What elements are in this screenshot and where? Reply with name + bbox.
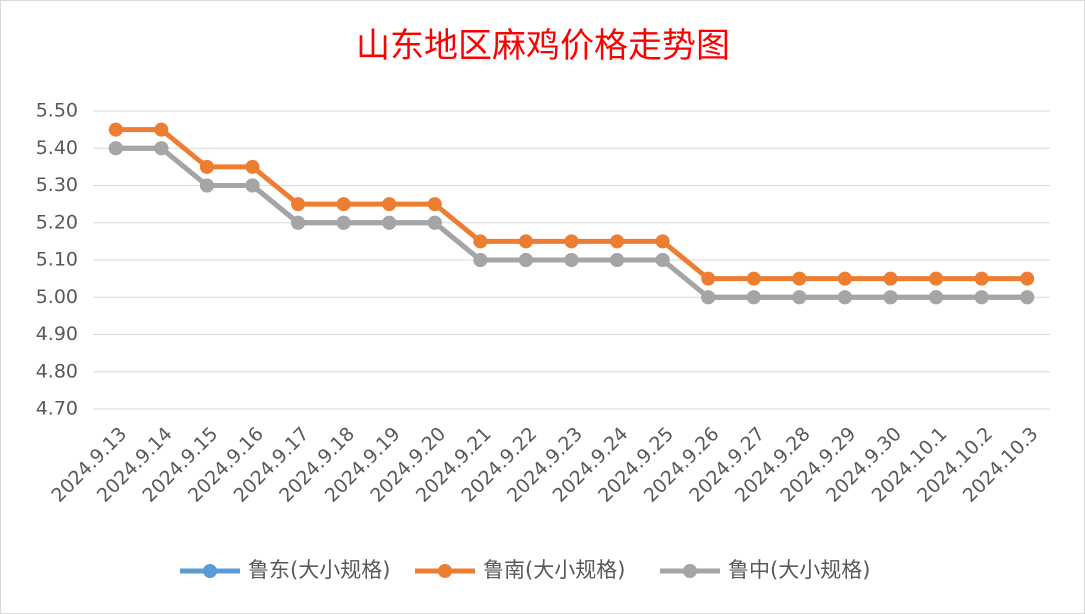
y-tick-label: 5.40 bbox=[36, 137, 78, 159]
point bbox=[701, 290, 716, 305]
y-tick-label: 5.10 bbox=[36, 249, 78, 271]
y-tick-label: 5.20 bbox=[36, 211, 78, 233]
point bbox=[701, 271, 716, 286]
point bbox=[974, 271, 989, 286]
point bbox=[837, 290, 852, 305]
point bbox=[427, 215, 442, 230]
legend-label: 鲁南(大小规格) bbox=[483, 558, 625, 582]
point bbox=[382, 197, 397, 212]
point bbox=[427, 197, 442, 212]
point bbox=[518, 234, 533, 249]
y-tick-label: 4.80 bbox=[36, 360, 78, 382]
point bbox=[108, 141, 123, 156]
point bbox=[199, 178, 214, 193]
point bbox=[655, 253, 670, 267]
point bbox=[610, 234, 625, 249]
point bbox=[336, 197, 351, 212]
point bbox=[473, 253, 488, 267]
chart-title: 山东地区麻鸡价格走势图 bbox=[356, 26, 730, 66]
point bbox=[929, 290, 944, 305]
legend-label: 鲁中(大小规格) bbox=[728, 558, 870, 582]
point bbox=[564, 234, 579, 249]
point bbox=[610, 253, 625, 267]
y-tick-label: 4.90 bbox=[36, 323, 78, 345]
point bbox=[655, 234, 670, 249]
point bbox=[564, 253, 579, 267]
point bbox=[473, 234, 488, 249]
point bbox=[245, 159, 260, 174]
y-tick-label: 4.70 bbox=[36, 398, 78, 420]
y-tick-label: 5.00 bbox=[36, 286, 78, 308]
point bbox=[929, 271, 944, 286]
point bbox=[792, 271, 807, 286]
point bbox=[792, 290, 807, 305]
y-tick-label: 5.50 bbox=[36, 100, 78, 122]
point bbox=[883, 271, 898, 286]
point bbox=[291, 197, 306, 212]
point bbox=[199, 159, 214, 174]
legend-marker bbox=[683, 564, 697, 578]
point bbox=[1020, 271, 1035, 286]
point bbox=[1020, 290, 1035, 305]
legend-marker bbox=[203, 564, 217, 578]
point bbox=[245, 178, 260, 193]
legend-marker bbox=[438, 564, 452, 578]
point bbox=[746, 271, 761, 286]
point bbox=[108, 122, 123, 137]
point bbox=[837, 271, 852, 286]
point bbox=[291, 215, 306, 230]
point bbox=[746, 290, 761, 305]
point bbox=[974, 290, 989, 305]
point bbox=[336, 215, 351, 230]
point bbox=[154, 122, 169, 137]
point bbox=[883, 290, 898, 305]
point bbox=[518, 253, 533, 267]
point bbox=[154, 141, 169, 156]
point bbox=[382, 215, 397, 230]
legend-label: 鲁东(大小规格) bbox=[248, 558, 390, 582]
y-tick-label: 5.30 bbox=[36, 174, 78, 196]
